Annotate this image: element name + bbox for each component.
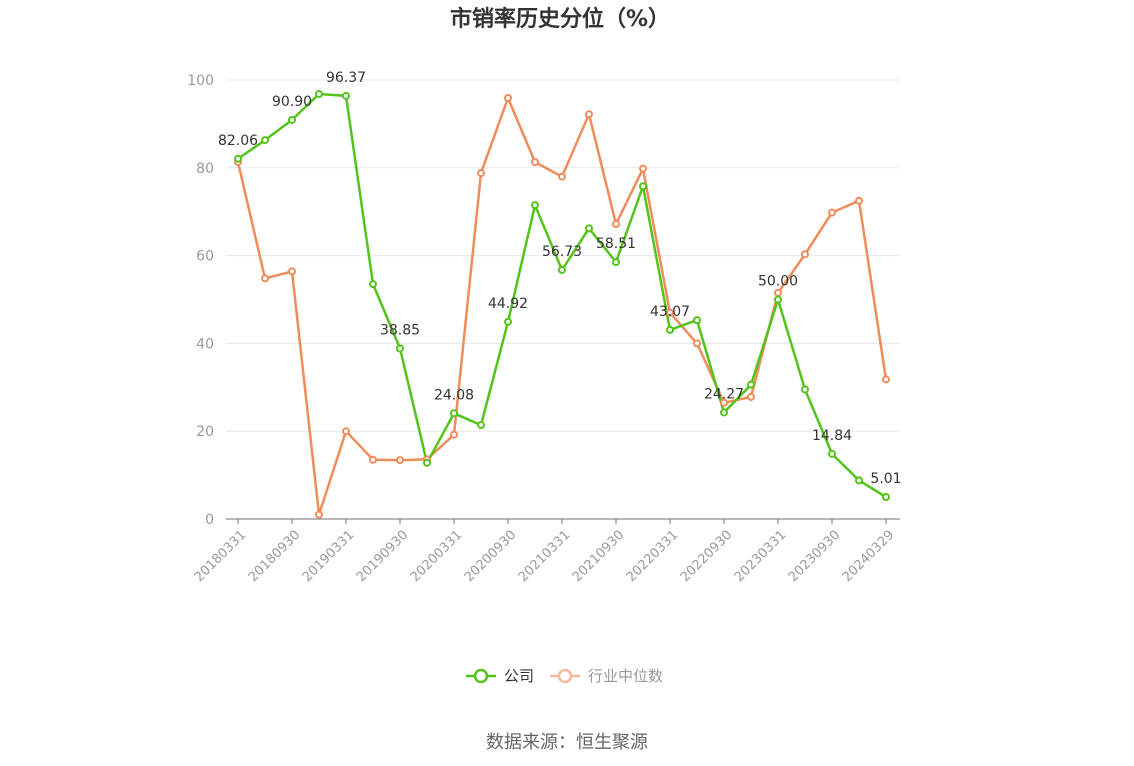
data-point	[585, 224, 593, 233]
data-point	[531, 201, 539, 210]
data-point	[693, 316, 701, 325]
source-note: 数据来源：恒生聚源	[486, 732, 648, 753]
data-point	[261, 136, 269, 145]
data-point	[315, 90, 323, 99]
data-point	[450, 409, 458, 418]
data-point	[720, 408, 728, 417]
legend-label: 行业中位数	[588, 667, 663, 685]
data-point	[369, 280, 377, 289]
data-label: 43.07	[650, 304, 690, 320]
data-point	[450, 430, 458, 439]
data-label: 24.27	[704, 386, 744, 402]
x-tick-label: 20200331	[408, 528, 465, 585]
data-point	[369, 455, 377, 464]
data-point	[747, 380, 755, 389]
data-label: 5.01	[870, 471, 901, 487]
x-tick-label: 20180331	[192, 528, 249, 585]
data-point	[477, 169, 485, 178]
series-lines	[236, 92, 888, 516]
data-point	[882, 375, 890, 384]
x-tick-label: 20230331	[732, 528, 789, 585]
legend-marker	[557, 668, 573, 684]
x-tick-label: 20210930	[570, 528, 627, 585]
data-point	[504, 317, 512, 326]
y-tick-label: 40	[196, 336, 214, 352]
data-point	[423, 458, 431, 467]
data-point	[774, 295, 782, 304]
data-point	[315, 510, 323, 519]
legend-label: 公司	[504, 667, 534, 685]
data-point	[639, 164, 647, 173]
y-tick-label: 80	[196, 161, 214, 177]
chart-title: 市销率历史分位（%）	[450, 6, 670, 32]
data-point	[855, 196, 863, 205]
data-point	[801, 385, 809, 394]
x-axis: 2018033120180930201903312019093020200331…	[192, 518, 900, 585]
data-point	[666, 325, 674, 334]
x-tick-label: 20190930	[354, 528, 411, 585]
data-label: 14.84	[812, 428, 852, 444]
x-tick-label: 20180930	[246, 528, 303, 585]
y-axis-ticks: 0 20 40 60 80 100	[187, 73, 214, 528]
data-point	[396, 456, 404, 465]
x-tick-label: 20200930	[462, 528, 519, 585]
series-line	[237, 92, 887, 499]
data-point	[828, 208, 836, 217]
data-label: 96.37	[326, 70, 366, 86]
data-point	[288, 115, 296, 124]
data-point	[828, 449, 836, 458]
data-label: 50.00	[758, 274, 798, 290]
series-points	[234, 90, 890, 519]
x-tick-label: 20240329	[840, 528, 897, 585]
data-point	[585, 110, 593, 119]
data-point	[693, 339, 701, 348]
data-label: 56.73	[542, 244, 582, 260]
legend-item[interactable]: 公司	[466, 667, 534, 685]
data-labels: 82.06 90.90 96.37 38.85 24.08 44.92 56.73 58.51…	[218, 70, 902, 487]
data-point	[531, 158, 539, 167]
y-tick-label: 100	[187, 73, 214, 89]
y-tick-label: 20	[196, 424, 214, 440]
data-point	[720, 398, 728, 407]
x-tick-label: 20230930	[786, 528, 843, 585]
data-point	[477, 421, 485, 430]
data-point	[639, 182, 647, 191]
legend-item[interactable]: 行业中位数	[550, 667, 663, 685]
y-tick-label: 0	[205, 512, 214, 528]
data-point	[612, 219, 620, 228]
data-point	[342, 427, 350, 436]
legend-marker	[473, 668, 489, 684]
data-point	[666, 308, 674, 317]
data-point	[342, 91, 350, 100]
series-line	[236, 96, 888, 516]
data-point	[558, 172, 566, 181]
data-point	[261, 274, 269, 283]
data-point	[774, 288, 782, 297]
data-label: 38.85	[380, 322, 420, 338]
data-point	[396, 344, 404, 353]
data-label: 24.08	[434, 387, 474, 403]
data-point	[882, 493, 890, 502]
data-point	[801, 250, 809, 259]
gridlines	[226, 79, 900, 432]
data-label: 82.06	[218, 133, 258, 149]
data-point	[747, 392, 755, 401]
legend[interactable]: 公司 行业中位数	[466, 667, 663, 685]
data-label: 44.92	[488, 296, 528, 312]
data-label: 58.51	[596, 236, 636, 252]
x-tick-label: 20220930	[678, 528, 735, 585]
data-point	[855, 476, 863, 485]
x-tick-label: 20210331	[516, 528, 573, 585]
y-tick-label: 60	[196, 249, 214, 265]
data-point	[612, 258, 620, 267]
data-point	[504, 93, 512, 102]
data-point	[288, 267, 296, 276]
data-point	[234, 154, 242, 163]
x-tick-label: 20220331	[624, 528, 681, 585]
data-label: 90.90	[272, 94, 312, 110]
x-tick-label: 20190331	[300, 528, 357, 585]
data-point	[558, 265, 566, 274]
